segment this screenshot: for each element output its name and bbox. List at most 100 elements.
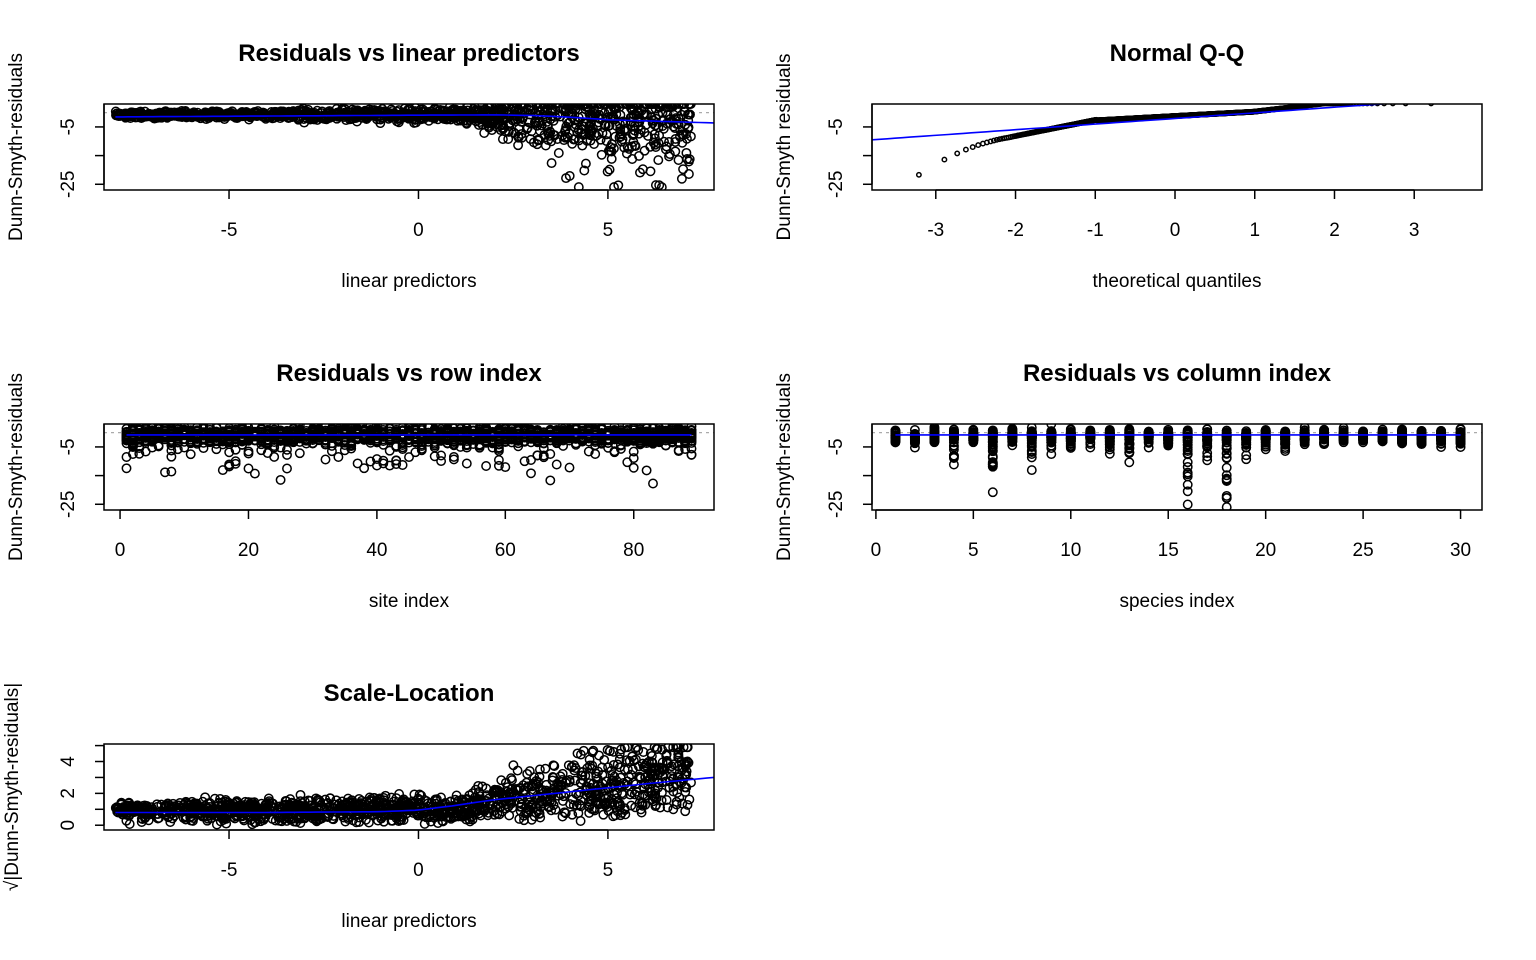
- data-point: [542, 104, 553, 115]
- x-tick-label: 0: [1170, 220, 1181, 241]
- data-point: [1026, 438, 1037, 449]
- data-point: [1104, 442, 1115, 453]
- data-point: [378, 429, 389, 439]
- data-point: [577, 140, 588, 151]
- data-point: [371, 460, 382, 471]
- data-point: [653, 122, 664, 133]
- data-point: [378, 458, 389, 469]
- data-point: [267, 113, 278, 124]
- data-point: [954, 150, 961, 157]
- data-point: [495, 125, 506, 136]
- data-point: [384, 460, 395, 471]
- data-point: [525, 134, 536, 145]
- x-tick-label: 2: [1329, 220, 1340, 241]
- data-point: [682, 154, 693, 164]
- data-point: [320, 454, 331, 465]
- data-point: [634, 150, 644, 161]
- y-axis-label: Dunn-Smyth-residuals: [774, 373, 795, 561]
- data-point: [444, 111, 454, 122]
- data-point: [1085, 428, 1096, 439]
- data-point: [1340, 104, 1347, 107]
- x-axis-label: site index: [369, 591, 450, 612]
- data-point: [269, 442, 280, 453]
- data-point: [526, 468, 536, 479]
- data-point: [624, 143, 634, 154]
- data-point: [545, 127, 556, 138]
- data-point: [1374, 104, 1381, 107]
- x-axis-label: linear predictors: [341, 271, 476, 292]
- data-point: [275, 107, 286, 118]
- data-point: [629, 125, 640, 136]
- data-point: [683, 169, 694, 179]
- data-point: [1026, 428, 1037, 439]
- data-point: [580, 128, 591, 139]
- data-point: [115, 108, 126, 119]
- data-point: [211, 444, 222, 455]
- data-point: [397, 444, 408, 455]
- data-point: [1182, 471, 1193, 482]
- data-point: [519, 456, 530, 467]
- data-point: [282, 444, 292, 455]
- data-point: [583, 446, 594, 457]
- data-point: [1065, 436, 1076, 446]
- data-point: [1368, 104, 1375, 107]
- data-point: [351, 108, 362, 118]
- x-tick-label: 1: [1249, 220, 1260, 241]
- data-point: [391, 455, 402, 466]
- data-point: [127, 442, 138, 453]
- data-point: [564, 170, 575, 181]
- data-point: [987, 427, 998, 438]
- data-point: [155, 108, 166, 119]
- data-point: [1124, 444, 1135, 454]
- data-point: [121, 463, 132, 474]
- data-point: [545, 449, 556, 459]
- plot-area: [872, 424, 1482, 510]
- data-point: [282, 449, 292, 460]
- data-point: [516, 129, 527, 140]
- data-point: [628, 109, 639, 120]
- data-point: [1182, 499, 1193, 510]
- data-point: [546, 158, 557, 169]
- data-point: [1026, 465, 1037, 476]
- data-point: [493, 460, 504, 471]
- data-point: [184, 109, 194, 120]
- smooth-line: [115, 114, 714, 124]
- x-axis-label: theoretical quantiles: [1093, 271, 1262, 292]
- data-point: [604, 164, 615, 175]
- data-point: [576, 127, 587, 138]
- data-point: [275, 474, 286, 485]
- data-point: [600, 104, 610, 110]
- data-point: [481, 461, 492, 471]
- data-point: [269, 451, 280, 462]
- data-point: [308, 109, 319, 120]
- data-point: [451, 111, 462, 122]
- data-point: [602, 166, 613, 177]
- data-point: [479, 128, 490, 138]
- data-point: [622, 142, 633, 153]
- data-point: [1163, 435, 1174, 446]
- data-point: [243, 463, 254, 474]
- data-point: [147, 442, 158, 453]
- data-point: [611, 120, 622, 131]
- data-point: [545, 114, 556, 125]
- data-point: [610, 131, 621, 142]
- data-point: [641, 465, 652, 476]
- data-point: [670, 146, 681, 157]
- data-point: [166, 466, 177, 477]
- x-tick-label: 3: [1409, 220, 1420, 241]
- data-point: [1065, 432, 1076, 443]
- x-tick-label: 40: [366, 540, 387, 561]
- data-point: [185, 449, 196, 460]
- data-point: [1046, 424, 1057, 429]
- data-point: [1085, 439, 1096, 449]
- data-point: [243, 448, 254, 459]
- y-tick-label: -25: [58, 171, 79, 198]
- data-point: [993, 136, 1000, 143]
- plot-area: [104, 424, 714, 489]
- data-point: [134, 448, 145, 459]
- panel-normal-qq: Normal Q-Q theoretical quantiles Dunn-Sm…: [774, 40, 1483, 292]
- data-point: [658, 114, 669, 125]
- data-point: [1163, 432, 1174, 443]
- data-point: [585, 130, 596, 141]
- data-point: [684, 109, 695, 120]
